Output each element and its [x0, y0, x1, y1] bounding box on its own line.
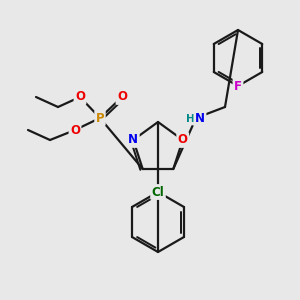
Text: N: N: [128, 134, 138, 146]
Text: P: P: [96, 112, 104, 124]
Text: O: O: [70, 124, 80, 136]
Text: O: O: [117, 91, 127, 103]
Text: N: N: [195, 112, 205, 125]
Text: Cl: Cl: [152, 185, 164, 199]
Text: F: F: [234, 80, 242, 92]
Text: O: O: [178, 134, 188, 146]
Text: O: O: [75, 91, 85, 103]
Text: H: H: [186, 114, 194, 124]
